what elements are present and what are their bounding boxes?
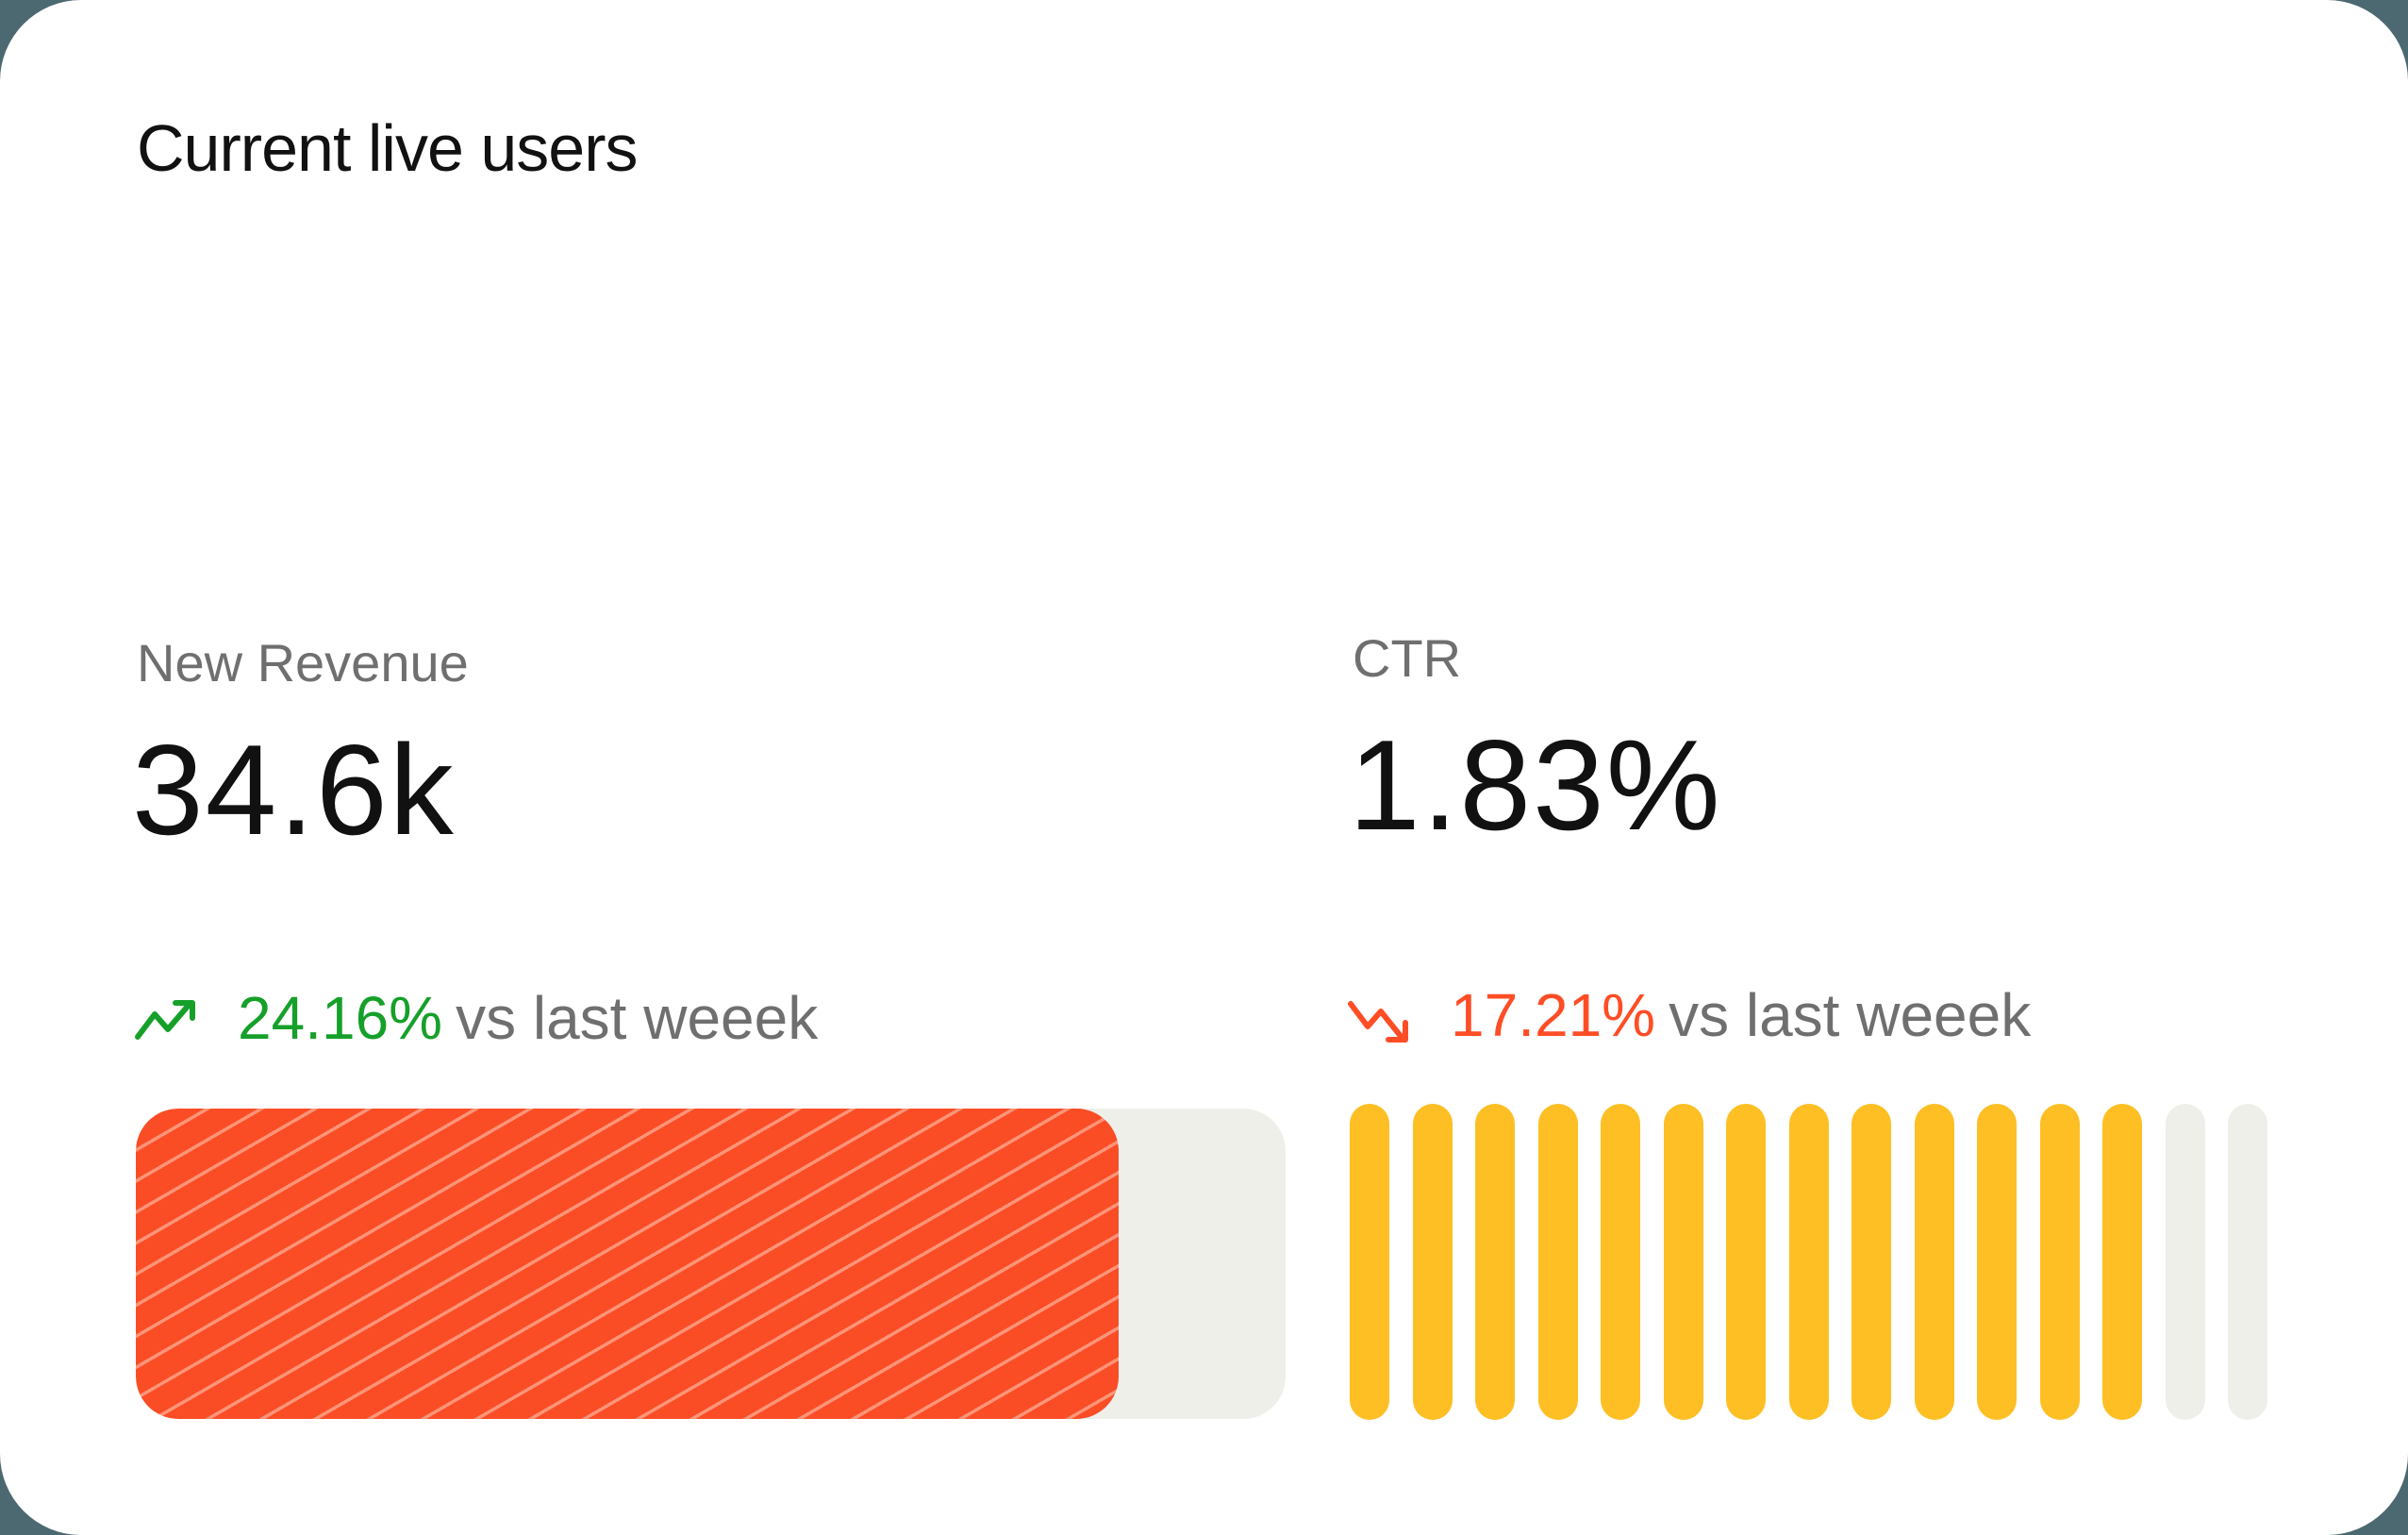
pill-segment-active — [1726, 1104, 1766, 1420]
pill-segment-active — [1914, 1104, 1954, 1420]
metric-label: CTR — [1353, 628, 1462, 688]
metric-label: New Revenue — [137, 633, 469, 692]
pill-segment-active — [1412, 1104, 1453, 1420]
pill-segment-active — [1537, 1104, 1578, 1420]
change-percent: 24.16% — [238, 984, 443, 1052]
trending-up-icon — [134, 992, 200, 1044]
change-suffix: vs last weeek — [1669, 981, 2032, 1049]
change-indicator: 24.16% vs last weeek — [134, 980, 818, 1056]
pill-segment-active — [1977, 1104, 2017, 1420]
ctr-segment-meter — [1350, 1104, 2267, 1420]
pill-segment-active — [1663, 1104, 1703, 1420]
revenue-progress-fill — [136, 1109, 1120, 1419]
revenue-progress-track — [136, 1109, 1286, 1419]
card-title: Current live users — [137, 111, 639, 185]
metric-value: 34.6k — [132, 718, 456, 861]
change-indicator: 17.21% vs last weeek — [1347, 977, 2031, 1053]
pill-segment-active — [1601, 1104, 1640, 1420]
pill-segment-active — [2039, 1104, 2080, 1420]
pill-segment-inactive — [2228, 1104, 2267, 1420]
pill-segment-active — [2102, 1104, 2142, 1420]
pill-segment-active — [1852, 1104, 1891, 1420]
metric-value: 1.83% — [1349, 713, 1722, 857]
pill-segment-active — [1788, 1104, 1829, 1420]
trending-down-icon — [1347, 989, 1413, 1043]
pill-segment-active — [1350, 1104, 1389, 1420]
pill-segment-inactive — [2165, 1104, 2205, 1420]
pill-segment-active — [1475, 1104, 1515, 1420]
change-suffix: vs last weeek — [456, 984, 819, 1052]
change-percent: 17.21% — [1451, 981, 1656, 1049]
